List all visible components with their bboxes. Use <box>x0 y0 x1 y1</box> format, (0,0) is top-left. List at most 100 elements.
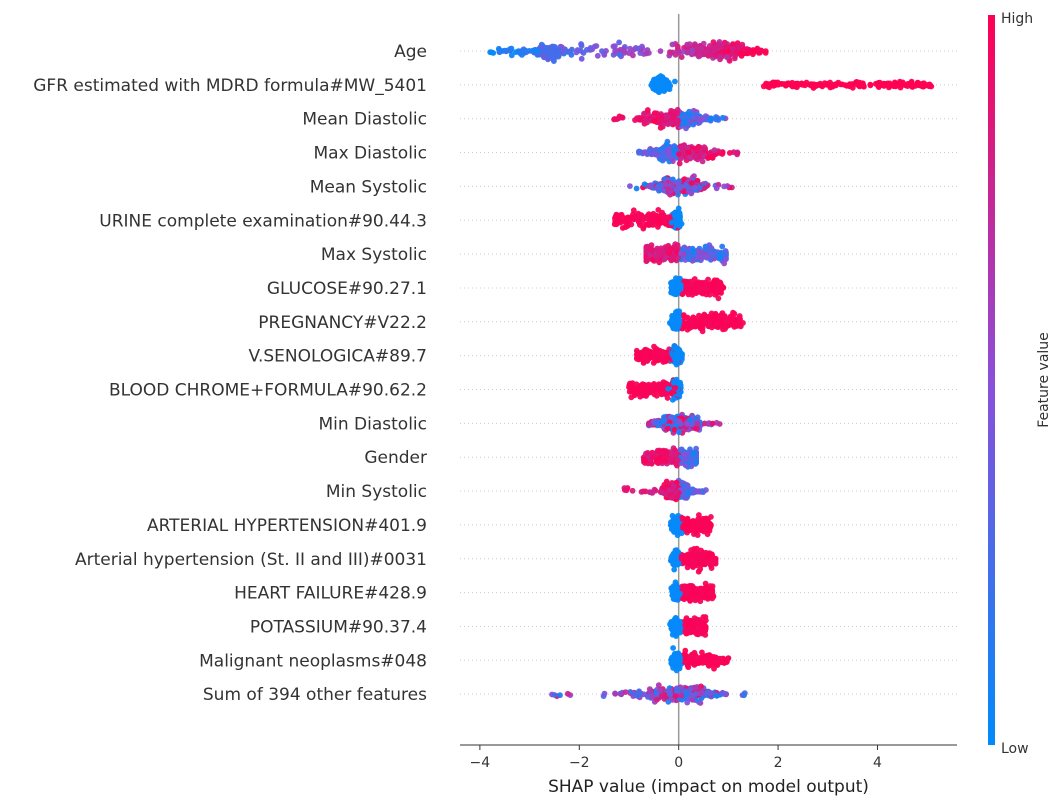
shap-point <box>641 456 647 463</box>
shap-point <box>722 44 729 51</box>
shap-point <box>760 83 767 90</box>
shap-point <box>683 125 689 132</box>
shap-point <box>693 285 700 292</box>
shap-point <box>713 114 719 120</box>
feature-points <box>636 138 741 167</box>
shap-point <box>654 184 661 191</box>
shap-point <box>700 313 707 319</box>
shap-point <box>867 81 874 88</box>
shap-point <box>719 114 726 121</box>
shap-point <box>573 49 580 56</box>
shap-point <box>688 180 695 187</box>
shap-point <box>706 283 713 290</box>
shap-point <box>655 247 662 254</box>
shap-point <box>833 82 839 89</box>
shap-point <box>641 111 647 117</box>
shap-point <box>578 41 584 47</box>
shap-point <box>670 113 676 119</box>
shap-point <box>688 190 695 197</box>
shap-point <box>663 390 669 397</box>
shap-point <box>710 287 717 294</box>
shap-point <box>621 48 628 54</box>
shap-point <box>653 420 660 426</box>
shap-point <box>714 281 721 287</box>
shap-point <box>740 50 746 57</box>
shap-point <box>705 155 711 162</box>
shap-point <box>687 154 693 160</box>
shap-point <box>554 47 560 54</box>
shap-point <box>671 351 678 358</box>
shap-point <box>549 51 556 58</box>
shap-point <box>636 149 642 156</box>
shap-point <box>622 217 629 224</box>
shap-point <box>655 82 661 89</box>
shap-point <box>646 183 653 190</box>
shap-point <box>628 221 635 228</box>
shap-point <box>655 219 661 226</box>
shap-point <box>629 487 636 494</box>
shap-point <box>725 322 732 329</box>
shap-point <box>657 153 664 160</box>
shap-point <box>676 210 683 217</box>
shap-point <box>660 75 666 82</box>
feature-points <box>626 376 684 403</box>
shap-point <box>732 49 739 55</box>
shap-point <box>662 458 669 464</box>
shap-point <box>698 45 705 52</box>
shap-point <box>675 457 681 464</box>
shap-point <box>716 255 722 262</box>
shap-point <box>651 454 657 461</box>
shap-point <box>577 47 584 54</box>
shap-point <box>641 181 648 188</box>
shap-point <box>715 41 722 47</box>
shap-point <box>726 150 733 156</box>
shap-point <box>669 316 675 323</box>
shap-point <box>652 149 658 156</box>
shap-point <box>660 418 667 425</box>
shap-point <box>839 81 846 88</box>
shap-point <box>550 56 557 63</box>
shap-point <box>683 283 690 290</box>
shap-point <box>713 320 720 327</box>
shap-point <box>649 214 656 221</box>
shap-point <box>515 49 522 55</box>
feature-points <box>646 411 723 436</box>
shap-point <box>655 224 661 230</box>
shap-point <box>731 310 738 317</box>
shap-point <box>860 80 866 87</box>
shap-point <box>693 454 699 461</box>
shap-point <box>675 314 681 321</box>
shap-point <box>612 47 619 54</box>
shap-point <box>724 54 730 61</box>
shap-point <box>701 185 708 191</box>
shap-point <box>666 487 673 493</box>
shap-point <box>649 490 656 496</box>
shap-point <box>688 282 694 288</box>
shap-point <box>696 249 703 256</box>
shap-point <box>668 414 675 420</box>
shap-point <box>709 420 716 427</box>
shap-point <box>649 382 655 389</box>
shap-point <box>669 49 676 56</box>
shap-point <box>919 83 926 90</box>
shap-point <box>671 291 678 297</box>
shap-point <box>633 185 640 192</box>
shap-point <box>643 221 650 228</box>
shap-point <box>658 114 665 121</box>
shap-point <box>655 88 662 95</box>
shap-point <box>658 354 665 361</box>
shap-point <box>667 246 674 253</box>
shap-point <box>675 205 682 212</box>
shap-point <box>734 149 741 156</box>
shap-point <box>712 52 719 58</box>
shap-point <box>682 182 689 189</box>
shap-point <box>627 45 633 52</box>
feature-points <box>633 343 685 368</box>
shap-point <box>616 39 622 46</box>
shap-point <box>543 48 550 55</box>
shap-point <box>677 144 684 151</box>
shap-point <box>545 56 551 63</box>
shap-point <box>710 39 717 45</box>
shap-point <box>656 147 663 153</box>
shap-point <box>681 118 688 125</box>
